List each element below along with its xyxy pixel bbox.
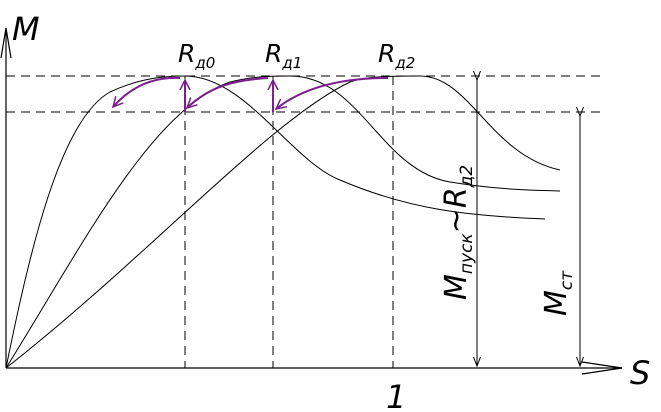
label-rd0: Rд0 — [178, 39, 215, 72]
svg-text:Rд1: Rд1 — [265, 39, 302, 72]
label-rd2: Rд2 — [378, 39, 415, 72]
x-tick-label: 1 — [386, 378, 406, 412]
load-torque-label: Mст — [539, 270, 577, 316]
starting-torque-label: Mпуск~Rд2 — [439, 165, 477, 300]
switching-curve-2 — [187, 77, 269, 108]
characteristic-curve-rd0 — [5, 75, 546, 369]
svg-text:Rд2: Rд2 — [378, 39, 415, 72]
label-rd1: Rд1 — [265, 39, 302, 72]
y-axis-arrow — [0, 27, 12, 59]
x-axis-label: S — [630, 354, 650, 392]
switching-curve-3 — [276, 77, 389, 109]
svg-text:Mст: Mст — [539, 270, 577, 316]
svg-text:Rд0: Rд0 — [178, 39, 215, 72]
switching-curve-1 — [113, 76, 181, 107]
characteristic-curve-rd1 — [5, 75, 561, 369]
y-axis-label: M — [12, 10, 40, 48]
svg-text:Mпуск~Rд2: Mпуск~Rд2 — [439, 165, 477, 300]
x-axis-arrow — [581, 361, 623, 375]
